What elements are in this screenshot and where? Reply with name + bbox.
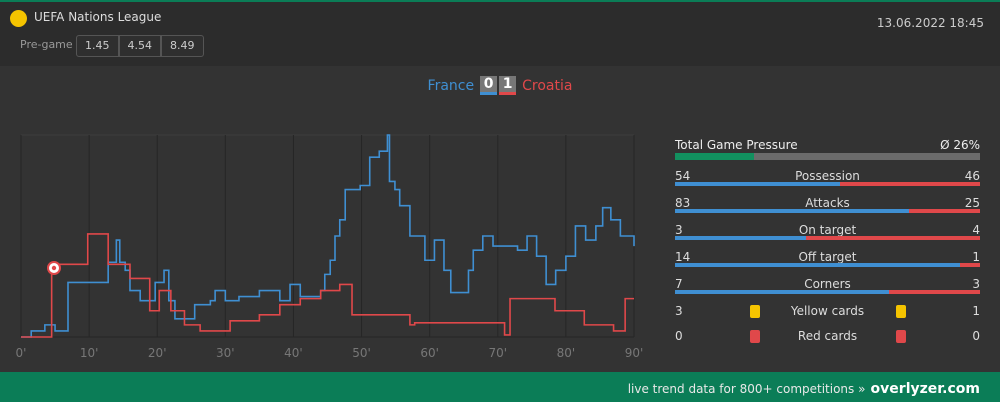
pregame-label: Pre-game: [20, 38, 73, 51]
league-icon: [10, 10, 27, 27]
stat-bar-home: [675, 236, 806, 240]
stat-bar-away: [888, 290, 980, 294]
stat-name: Yellow cards: [790, 304, 865, 318]
odd[interactable]: 4.54: [118, 35, 161, 57]
footer-text: live trend data for 800+ competitions » …: [628, 378, 980, 397]
stat-bar-away: [805, 236, 980, 240]
series-line: [21, 233, 634, 338]
stat-name: Off target: [798, 250, 857, 264]
x-tick-label: 20': [148, 346, 167, 360]
stat-name: Corners: [804, 277, 851, 291]
stat-name: Red cards: [797, 329, 858, 343]
card-icon: [750, 305, 760, 318]
competition: UEFA Nations League: [34, 10, 162, 24]
x-tick-label: 80': [557, 346, 576, 360]
stat-bar-home: [675, 290, 889, 294]
stat-away: 1: [972, 250, 980, 264]
stat-home: 83: [675, 196, 691, 210]
stat-away: 4: [972, 223, 980, 237]
stat-away: 0: [972, 329, 980, 343]
stat-name: Attacks: [805, 196, 850, 210]
odd[interactable]: 1.45: [76, 35, 119, 57]
datetime: 13.06.2022 18:45: [876, 16, 984, 30]
stat-away: 25: [964, 196, 980, 210]
card-icon: [896, 330, 906, 343]
away-goals: 1: [499, 76, 517, 95]
stat-home: 14: [675, 250, 691, 264]
stat-name: On target: [798, 223, 857, 237]
stat-bar-home: [675, 209, 910, 213]
x-tick-label: 0': [16, 346, 27, 360]
home-goals: 0: [480, 76, 498, 95]
stat-bar-away: [909, 209, 980, 213]
goal-icon-dot: [51, 265, 57, 271]
pressure-value: Ø 26%: [940, 138, 980, 152]
scoreline: France 0 1 Croatia: [0, 76, 1000, 95]
x-tick-label: 30': [216, 346, 235, 360]
stat-bar-home: [675, 263, 960, 267]
x-tick-label: 50': [352, 346, 371, 360]
stat-away: 1: [972, 304, 980, 318]
card-icon: [896, 305, 906, 318]
odds: 1.45 4.54 8.49: [76, 35, 204, 57]
home-team: France: [427, 77, 475, 94]
x-tick-label: 10': [80, 346, 99, 360]
stat-away: 3: [972, 277, 980, 291]
pressure-track: [675, 153, 980, 160]
stats: Total Game Pressure Ø 26% 54 Possession 46 83…: [675, 0, 980, 372]
x-tick-label: 60': [420, 346, 439, 360]
x-tick-label: 90': [625, 346, 644, 360]
series-line: [21, 134, 635, 338]
stat-away: 46: [964, 169, 980, 183]
stat-name: Possession: [795, 169, 860, 183]
stat-home: 54: [675, 169, 691, 183]
stat-home: 3: [675, 223, 683, 237]
stat-home: 7: [675, 277, 683, 291]
card-icon: [750, 330, 760, 343]
pressure-label: Total Game Pressure: [675, 138, 798, 152]
pressure-bar: [675, 153, 755, 160]
odd[interactable]: 8.49: [161, 35, 204, 57]
brand[interactable]: overlyzer.com: [870, 381, 980, 397]
footer: live trend data for 800+ competitions » …: [0, 372, 1000, 402]
stat-bar-away: [959, 263, 980, 267]
x-tick-label: 40': [284, 346, 303, 360]
stat-bar-away: [839, 182, 980, 186]
header: UEFA Nations League 13.06.2022 18:45 Pre…: [0, 0, 1000, 66]
stat-home: 3: [675, 304, 683, 318]
away-team: Croatia: [522, 77, 573, 94]
chart: 0' 10' 20' 30' 40' 50' 60' 70' 80' 90': [16, 134, 644, 360]
x-tick-label: 70': [488, 346, 507, 360]
stat-home: 0: [675, 329, 683, 343]
stat-bar-home: [675, 182, 840, 186]
tagline: live trend data for 800+ competitions »: [627, 382, 866, 396]
